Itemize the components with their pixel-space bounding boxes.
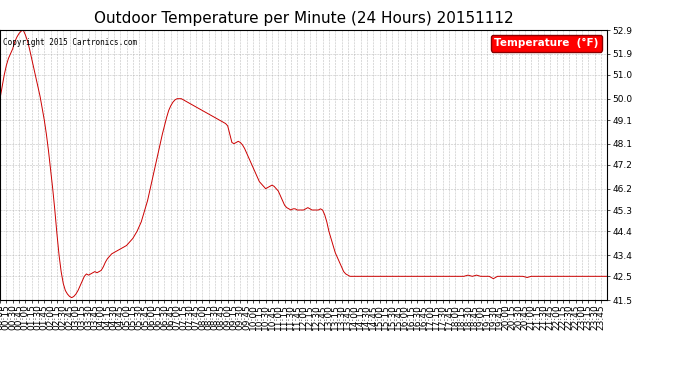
Text: Outdoor Temperature per Minute (24 Hours) 20151112: Outdoor Temperature per Minute (24 Hours… bbox=[94, 11, 513, 26]
Text: Copyright 2015 Cartronics.com: Copyright 2015 Cartronics.com bbox=[3, 38, 137, 47]
Legend: Temperature  (°F): Temperature (°F) bbox=[491, 35, 602, 51]
